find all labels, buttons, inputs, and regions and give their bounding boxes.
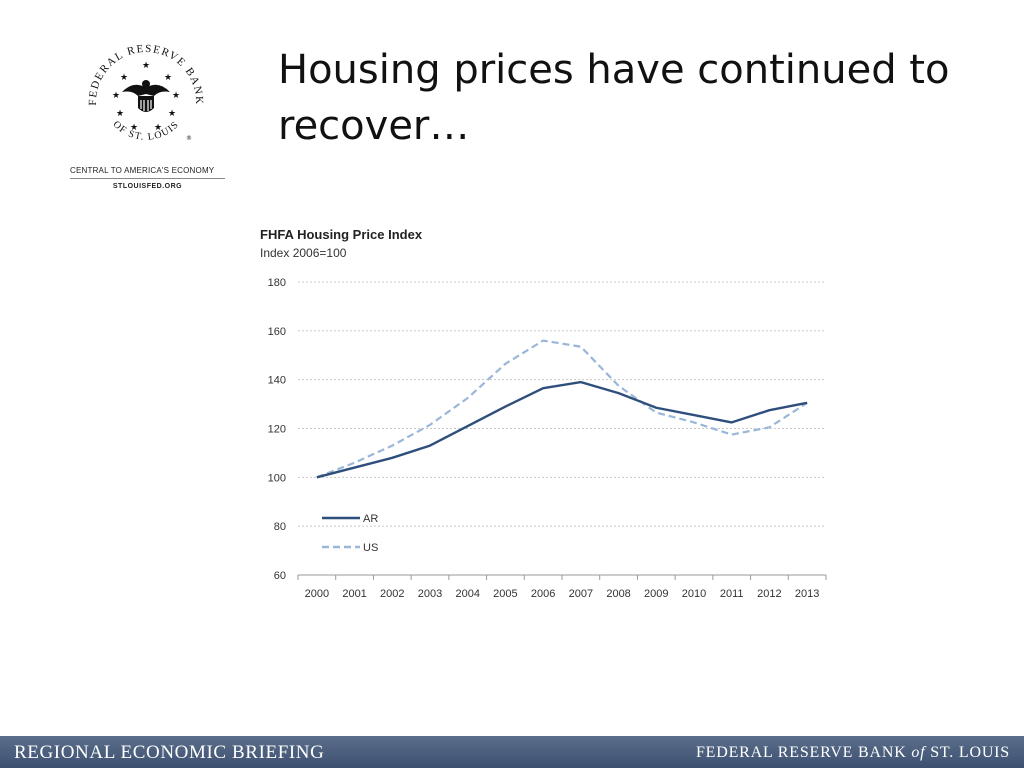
x-tick-label: 2000 [305,588,329,600]
x-tick-label: 2008 [606,588,630,600]
y-tick-label: 80 [274,521,286,533]
svg-text:★: ★ [112,91,120,101]
svg-text:®: ® [186,135,192,142]
footer-right-text: FEDERAL RESERVE BANK of ST. LOUIS [696,744,1010,762]
chart-title: FHFA Housing Price Index [260,227,423,242]
fed-seal-icon: FEDERAL RESERVE BANK OF ST. LOUIS ★ ★ ★ ★ … [87,43,204,143]
series-line-ar [316,380,808,479]
x-tick-label: 2012 [757,588,781,600]
x-tick-label: 2001 [342,588,366,600]
svg-text:★: ★ [164,73,172,83]
series-line-us [316,339,808,479]
y-tick-label: 160 [268,326,286,338]
y-tick-label: 60 [274,570,286,582]
svg-text:★: ★ [172,91,180,101]
x-tick-label: 2006 [531,588,555,600]
x-tick-label: 2004 [455,588,479,600]
svg-text:OF ST. LOUIS: OF ST. LOUIS [111,119,182,143]
x-tick-label: 2002 [380,588,404,600]
x-tick-label: 2013 [795,588,819,600]
svg-text:★: ★ [120,73,128,83]
chart-subtitle: Index 2006=100 [260,246,347,260]
fed-logo: FEDERAL RESERVE BANK OF ST. LOUIS ★ ★ ★ ★ … [70,40,225,195]
x-tick-label: 2003 [418,588,442,600]
legend-label-ar: AR [363,513,378,525]
footer-right-of: of [911,744,926,761]
logo-divider [70,178,225,179]
x-tick-label: 2011 [720,588,744,600]
footer-right-post: ST. LOUIS [925,744,1010,761]
y-tick-label: 120 [268,424,286,436]
svg-text:★: ★ [142,61,150,71]
x-tick-label: 2009 [644,588,668,600]
svg-text:★: ★ [116,109,124,119]
footer-bar: REGIONAL ECONOMIC BRIEFING FEDERAL RESER… [0,736,1024,768]
x-tick-label: 2010 [682,588,706,600]
svg-text:★: ★ [168,109,176,119]
x-tick-label: 2007 [569,588,593,600]
footer-right-pre: FEDERAL RESERVE BANK [695,744,912,761]
footer-left-text: REGIONAL ECONOMIC BRIEFING [14,742,325,763]
x-tick-label: 2005 [493,588,517,600]
y-tick-label: 100 [268,472,286,484]
svg-text:★: ★ [130,123,138,133]
logo-tagline: CENTRAL TO AMERICA'S ECONOMY [70,166,215,175]
line-chart: 60 80 100 120 140 160 180 2000 2001 2002 2003 2004 2… [268,277,827,600]
y-tick-label: 140 [268,375,286,387]
y-tick-label: 180 [268,277,286,289]
logo-website: STLOUISFED.ORG [112,183,183,190]
slide-title: Housing prices have continued to recover… [278,47,950,149]
svg-text:★: ★ [154,123,162,133]
legend-label-us: US [363,542,378,554]
